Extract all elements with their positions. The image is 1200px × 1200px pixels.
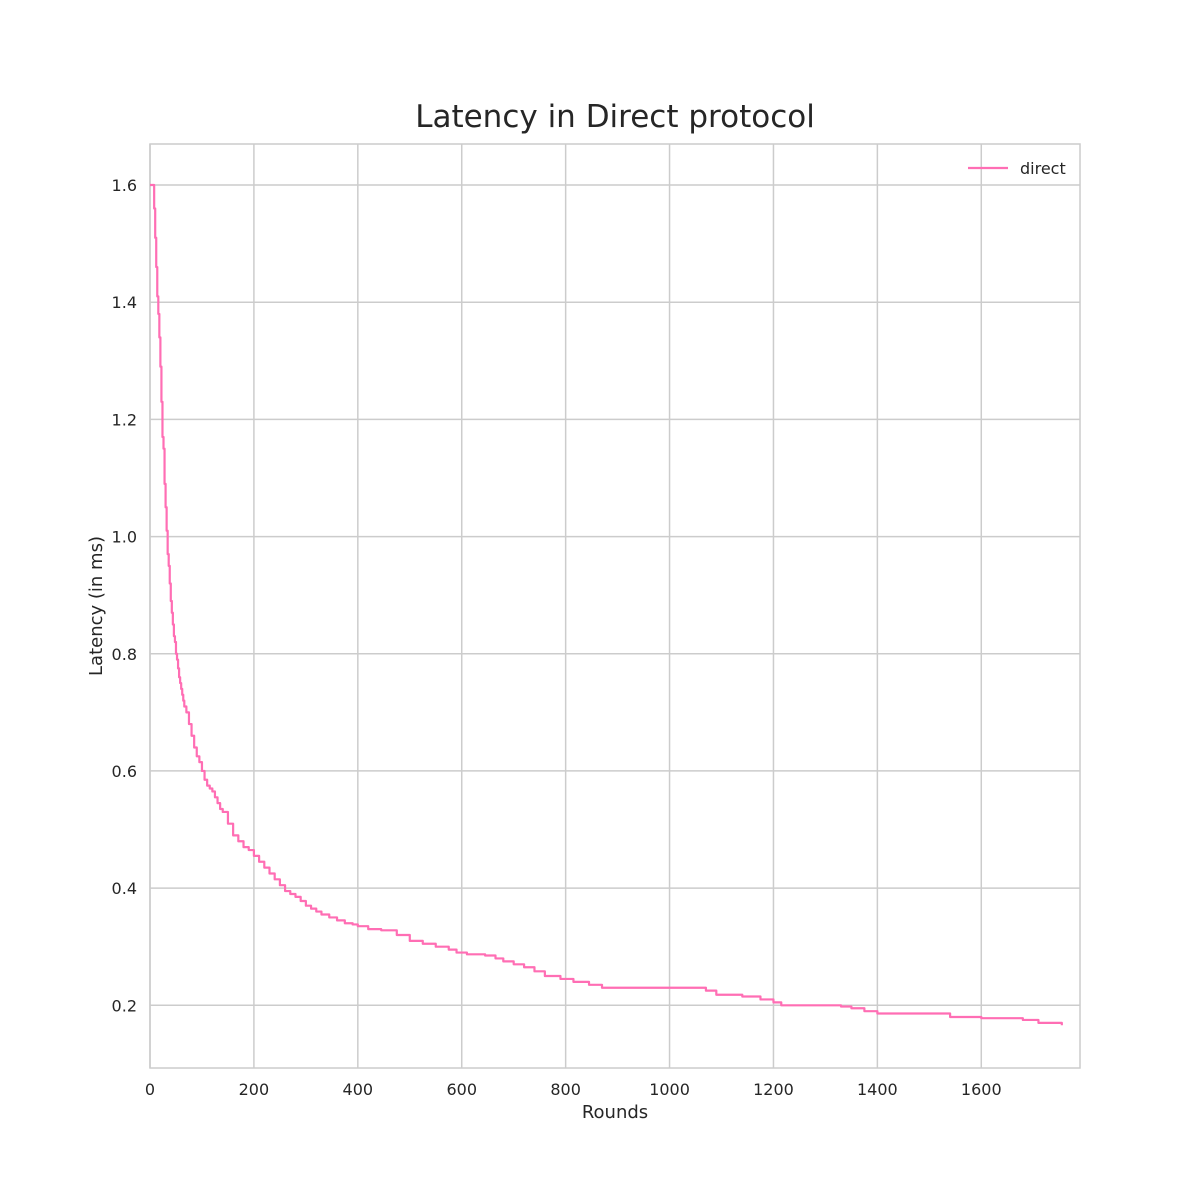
x-axis-label: Rounds	[582, 1102, 648, 1123]
x-tick-label: 800	[550, 1080, 581, 1099]
chart-title: Latency in Direct protocol	[415, 99, 815, 135]
y-tick-label: 0.2	[112, 996, 137, 1015]
y-tick-label: 0.4	[112, 879, 137, 898]
x-tick-labels: 0 200 400 600 800 1000 1200 1400 1600	[145, 1080, 1002, 1099]
y-tick-labels: 0.2 0.4 0.6 0.8 1.0 1.2 1.4 1.6	[112, 176, 137, 1015]
y-tick-label: 0.8	[112, 645, 137, 664]
y-tick-label: 1.2	[112, 410, 137, 429]
x-tick-label: 1200	[753, 1080, 794, 1099]
y-tick-label: 1.0	[112, 528, 137, 547]
x-tick-label: 400	[343, 1080, 374, 1099]
legend: direct	[968, 159, 1066, 178]
y-tick-label: 1.4	[112, 293, 137, 312]
x-tick-label: 1400	[857, 1080, 898, 1099]
y-tick-label: 0.6	[112, 762, 137, 781]
x-tick-label: 0	[145, 1080, 155, 1099]
legend-label-direct: direct	[1020, 159, 1066, 178]
series-layer	[150, 183, 1063, 1026]
x-tick-label: 200	[239, 1080, 270, 1099]
x-tick-label: 1600	[961, 1080, 1002, 1099]
y-axis-label: Latency (in ms)	[86, 536, 107, 676]
x-tick-label: 1000	[649, 1080, 690, 1099]
grid-lines	[149, 144, 1080, 1068]
x-tick-label: 600	[446, 1080, 477, 1099]
series-line-direct	[150, 183, 1063, 1026]
plot-frame	[149, 143, 1081, 1069]
y-tick-label: 1.6	[112, 176, 137, 195]
